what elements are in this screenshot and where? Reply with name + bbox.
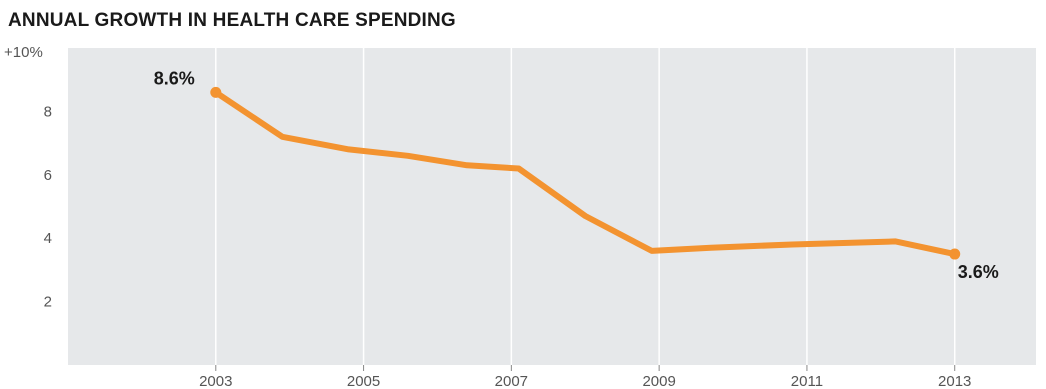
- y-axis-ticks: 2 4 6 8 +10%: [4, 44, 52, 311]
- chart-title: ANNUAL GROWTH IN HEALTH CARE SPENDING: [8, 10, 456, 31]
- x-tick-label: 2005: [347, 373, 380, 389]
- y-tick-label: 6: [44, 167, 52, 184]
- series-line: [212, 89, 958, 258]
- y-tick-label: 4: [44, 230, 52, 247]
- x-tick-label: 2009: [642, 373, 675, 389]
- x-tick-label: 2011: [791, 373, 823, 389]
- data-label: 8.6%: [154, 68, 195, 88]
- data-label: 3.6%: [958, 262, 999, 282]
- x-tick-label: 2013: [938, 373, 971, 389]
- x-tick-label: 2003: [199, 373, 232, 389]
- y-tick-label: 8: [44, 103, 52, 120]
- x-tick-label: 2007: [495, 373, 528, 389]
- annotations: 8.6% 3.6%: [154, 68, 999, 282]
- end-point: [949, 248, 961, 260]
- series-layer: [210, 86, 961, 260]
- start-point: [210, 86, 222, 98]
- y-tick-label: +10%: [4, 44, 43, 61]
- gridlines: [215, 48, 956, 365]
- y-tick-label: 2: [44, 294, 52, 311]
- x-axis-ticks: 2003 2005 2007 2009 2011 2013: [199, 365, 971, 389]
